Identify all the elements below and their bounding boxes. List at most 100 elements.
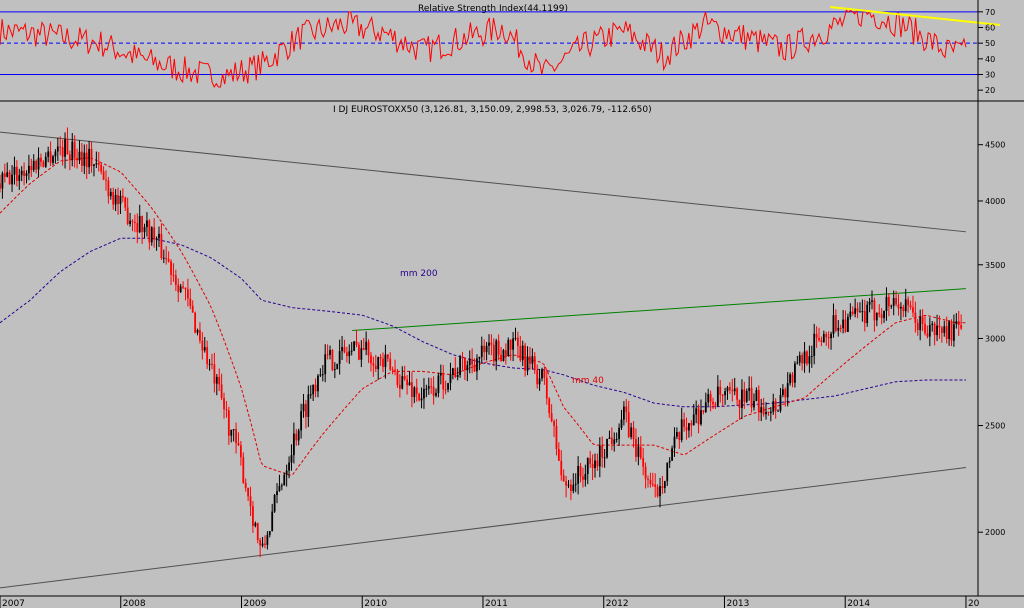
candle-body — [757, 390, 760, 413]
candle-body — [365, 341, 368, 350]
candle-body — [933, 323, 936, 336]
candle-body — [767, 411, 770, 414]
candle-body — [639, 446, 642, 459]
candle-body — [191, 305, 194, 313]
candle-body — [738, 399, 741, 408]
candle-body — [223, 397, 225, 410]
candle-body — [620, 419, 623, 428]
candle-body — [603, 457, 606, 459]
candle-body — [957, 321, 960, 325]
candle-body — [772, 401, 775, 412]
candle-body — [485, 345, 488, 353]
candle-body — [753, 401, 755, 408]
candle-body — [760, 407, 763, 413]
candle-body — [895, 298, 897, 305]
candle-body — [883, 310, 885, 319]
ma40-label: mm 40 — [572, 376, 604, 386]
candle-body — [124, 197, 127, 208]
candle-body — [237, 443, 240, 446]
candle-body — [23, 170, 25, 176]
candle-body — [890, 305, 893, 307]
candle-body — [196, 330, 199, 333]
candle-body — [644, 466, 647, 479]
candle-body — [430, 386, 433, 388]
candle-body — [529, 356, 531, 364]
rsi-divergence-trendline — [829, 6, 1001, 26]
candle-body — [264, 543, 266, 545]
candle-body — [615, 439, 618, 441]
candle-body — [112, 192, 115, 205]
candle-body — [659, 486, 661, 497]
candle-body — [439, 372, 442, 376]
candle-body — [861, 311, 864, 313]
candle-body — [801, 355, 804, 364]
candle-body — [271, 511, 274, 532]
candle-body — [211, 363, 213, 365]
candle-body — [54, 151, 57, 157]
candle-body — [507, 339, 510, 357]
candle-body — [707, 394, 710, 403]
rsi-reference-lines — [0, 11, 978, 75]
candle-body — [208, 363, 211, 365]
candle-body — [916, 322, 919, 331]
candle-body — [109, 192, 112, 197]
candle-body — [451, 368, 454, 375]
candle-body — [444, 389, 447, 391]
candle-body — [160, 233, 163, 259]
candle-body — [851, 311, 854, 314]
candle-body — [750, 387, 753, 408]
candle-body — [32, 160, 35, 171]
candle-body — [678, 432, 681, 440]
candle-body — [305, 404, 307, 417]
candle-body — [863, 311, 866, 324]
year-tick-label: 2007 — [2, 599, 25, 608]
candle-body — [688, 423, 690, 431]
candle-body — [524, 345, 527, 371]
candle-body — [912, 307, 914, 313]
candle-body — [81, 151, 83, 166]
candle-body — [61, 147, 64, 157]
candle-body — [548, 398, 551, 414]
candle-body — [769, 411, 772, 414]
candle-body — [931, 323, 934, 325]
candle-body — [940, 327, 943, 333]
candle-body — [521, 345, 524, 361]
candle-body — [683, 419, 686, 428]
candle-body — [914, 312, 917, 323]
candle-body — [321, 374, 324, 376]
candle-body — [892, 298, 895, 306]
candle-body — [700, 410, 702, 425]
candle-body — [285, 470, 288, 475]
candle-body — [818, 337, 820, 341]
candle-body — [117, 195, 119, 204]
candle-body — [630, 427, 633, 437]
candle-body — [454, 368, 457, 377]
candle-body — [90, 148, 93, 166]
candle-body — [907, 299, 910, 306]
candle-body — [362, 348, 365, 350]
candle-body — [921, 316, 924, 324]
price-tick-label: 4500 — [985, 141, 1005, 150]
candle-body — [88, 148, 91, 168]
candle-body — [798, 355, 801, 363]
candle-body — [232, 429, 235, 431]
candle-body — [129, 220, 131, 224]
rsi-tick-label: 30 — [985, 71, 995, 80]
candle-body — [343, 347, 346, 353]
candle-body — [141, 216, 144, 233]
candle-body — [326, 354, 329, 356]
candle-body — [11, 174, 13, 185]
candle-body — [165, 257, 168, 260]
candle-body — [647, 478, 649, 480]
candle-body — [401, 376, 404, 389]
candle-body — [533, 356, 536, 371]
candle-body — [492, 344, 495, 362]
candle-body — [283, 474, 286, 486]
candle-body — [938, 325, 941, 328]
candle-body — [808, 356, 811, 364]
price-tick-label: 4000 — [985, 197, 1005, 206]
candle-body — [425, 388, 428, 390]
rsi-tick-label: 50 — [985, 39, 995, 48]
ma200-line — [0, 237, 966, 408]
candle-body — [656, 486, 659, 497]
